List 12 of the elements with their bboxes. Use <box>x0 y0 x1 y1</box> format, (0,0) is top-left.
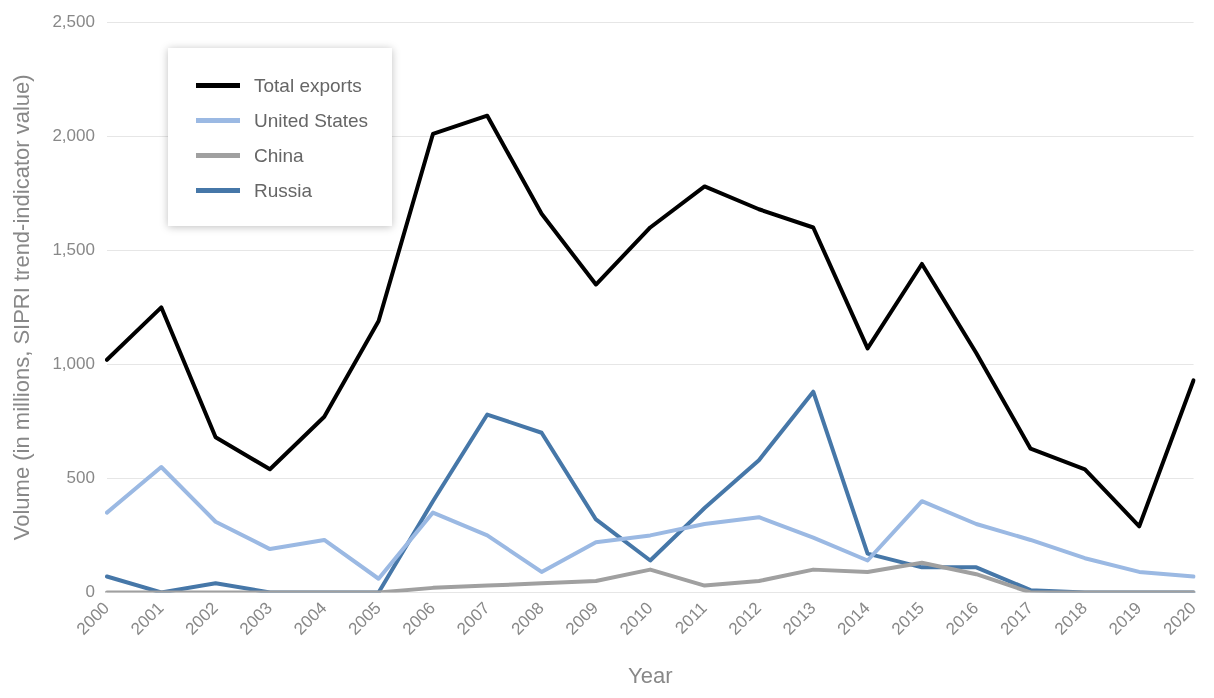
y-tick-label: 2,500 <box>52 11 95 31</box>
y-axis-title: Volume (in millions, SIPRI trend-indicator value) <box>9 74 35 541</box>
y-tick-label: 500 <box>66 468 95 488</box>
legend-label: Total exports <box>254 74 362 97</box>
legend-label: China <box>254 144 304 167</box>
legend-label: United States <box>254 109 369 132</box>
y-tick-label: 0 <box>85 582 95 602</box>
y-tick-label: 1,000 <box>52 354 95 374</box>
x-axis-title: Year <box>628 662 673 688</box>
y-tick-label: 2,000 <box>52 125 95 145</box>
y-tick-label: 1,500 <box>52 239 95 259</box>
legend-label: Russia <box>254 179 313 202</box>
